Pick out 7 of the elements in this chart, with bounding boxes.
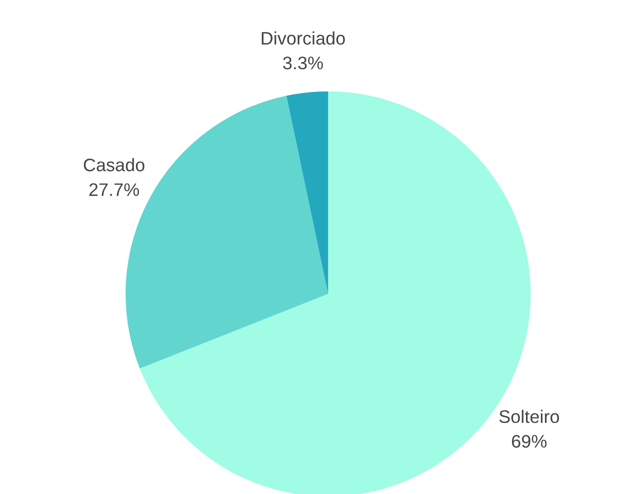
slice-label: Solteiro <box>499 410 559 424</box>
slice-label: Casado <box>84 158 144 172</box>
data-label: 27.7% <box>89 183 140 196</box>
slice-label: Divorciado <box>262 31 345 45</box>
data-label: 3.3% <box>283 56 323 70</box>
data-label: 69% <box>512 434 547 448</box>
pie-slice <box>286 91 328 294</box>
